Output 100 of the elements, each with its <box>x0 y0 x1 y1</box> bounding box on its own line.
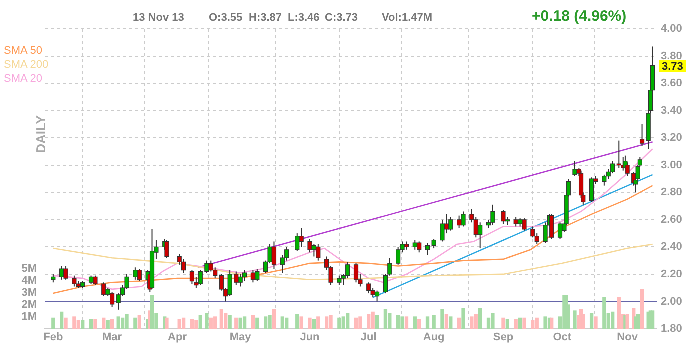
x-tick-label: Mar <box>102 332 123 344</box>
text: H:3.87 <box>249 12 282 25</box>
bar <box>125 314 129 329</box>
bar <box>396 315 400 329</box>
bar <box>205 313 209 329</box>
bar <box>371 312 375 329</box>
bar <box>116 316 120 329</box>
bar <box>418 319 422 329</box>
bar <box>457 318 462 329</box>
text: SMA 50 <box>4 44 44 58</box>
bar <box>367 314 371 329</box>
y-tick-label: 4.00 <box>661 23 682 36</box>
x-tick-label: Jul <box>360 332 377 344</box>
bar <box>214 316 218 329</box>
bar <box>375 315 380 329</box>
y-tick-label: 3.40 <box>661 104 682 117</box>
bar <box>316 316 320 329</box>
bar <box>268 315 272 329</box>
bar <box>611 312 615 329</box>
bar <box>617 297 621 329</box>
bar <box>384 309 388 329</box>
bar <box>342 316 346 329</box>
bar <box>400 316 404 329</box>
bar <box>312 319 316 329</box>
bar <box>150 295 154 329</box>
bar <box>238 318 242 329</box>
bar <box>531 320 535 329</box>
bar <box>285 318 289 329</box>
text: Vol:1.47M <box>382 12 433 25</box>
bar <box>602 297 606 329</box>
y2-tick-label: 5M <box>22 263 37 276</box>
y-tick-label: 3.60 <box>661 78 682 90</box>
bar <box>308 318 312 329</box>
y2-tick-label: 4M <box>22 275 37 288</box>
bar <box>506 319 510 329</box>
bar <box>182 318 186 329</box>
bar <box>491 313 495 329</box>
bar <box>518 318 522 329</box>
bar <box>198 315 202 329</box>
bar <box>502 318 506 329</box>
bar <box>432 315 436 329</box>
bar <box>251 315 256 329</box>
bar <box>242 316 247 329</box>
bar <box>426 316 430 329</box>
y-tick-label: 2.40 <box>661 241 682 254</box>
bar <box>300 316 304 329</box>
bar <box>138 315 142 329</box>
bar <box>194 320 198 329</box>
annotation: DAILY <box>33 116 48 154</box>
x-tick-label: Apr <box>168 332 188 344</box>
bar <box>440 309 444 329</box>
y-tick-label: 2.80 <box>661 186 682 199</box>
bar <box>522 318 526 329</box>
annotation: 3.73 <box>662 60 684 73</box>
bar <box>444 314 449 329</box>
bar <box>404 316 409 329</box>
bar <box>220 309 224 329</box>
bar <box>358 316 362 329</box>
bar <box>234 318 238 329</box>
text: SMA 200 <box>4 58 49 72</box>
y-tick-label: 3.00 <box>661 159 682 172</box>
bar <box>209 318 213 329</box>
y-tick-label: 1.80 <box>661 323 682 336</box>
y2-tick-label: 1M <box>22 311 37 324</box>
y-tick-label: 2.60 <box>661 214 682 226</box>
bar <box>178 319 182 329</box>
bar <box>134 318 138 329</box>
y-tick-label: 2.20 <box>661 268 682 280</box>
bar <box>544 316 548 329</box>
bar <box>256 318 260 329</box>
x-tick-label: Aug <box>423 332 445 344</box>
bar <box>228 315 232 329</box>
bar <box>550 318 554 329</box>
x-tick-label: May <box>230 332 252 344</box>
bar <box>120 318 125 329</box>
bar <box>354 318 358 329</box>
x-tick-label: Jun <box>300 332 320 344</box>
bar <box>324 316 329 329</box>
bar <box>329 315 333 329</box>
y-tick-label: 3.20 <box>661 132 682 144</box>
bar <box>474 314 478 329</box>
bar <box>296 314 300 329</box>
bar <box>264 316 268 329</box>
y2-tick-label: 3M <box>22 287 37 300</box>
bar <box>110 319 114 329</box>
x-tick-label: Sep <box>493 332 514 344</box>
bar <box>514 319 518 329</box>
bar <box>190 319 194 329</box>
x-tick-label: Nov <box>617 332 639 344</box>
text: 13 Nov 13 <box>133 12 184 25</box>
bar <box>590 313 594 329</box>
text: O:3.55 <box>209 12 243 25</box>
bar <box>413 316 417 329</box>
bar <box>594 316 598 329</box>
bar <box>388 313 392 329</box>
bar <box>338 318 342 329</box>
x-tick-label: Oct <box>553 332 572 344</box>
bar <box>346 313 350 329</box>
bar <box>272 309 276 329</box>
text: +0.18 (4.96%) <box>532 8 627 25</box>
